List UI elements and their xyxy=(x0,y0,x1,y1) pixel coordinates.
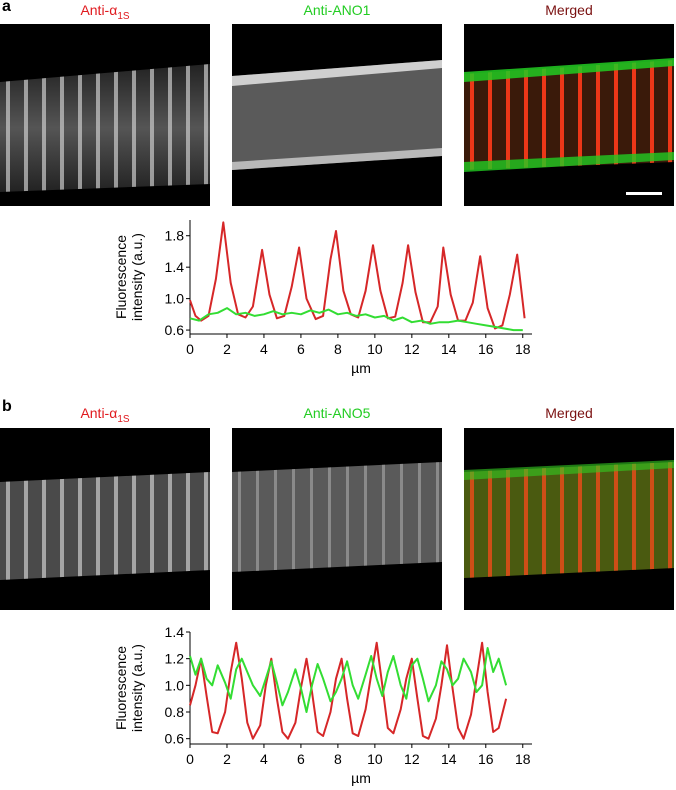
x-tick-label: 18 xyxy=(515,751,531,767)
alpha-prefix: Anti-α xyxy=(80,405,118,421)
y-tick-label: 1.2 xyxy=(165,651,185,667)
y-tick-label: 0.6 xyxy=(165,322,185,338)
y-tick-label: 1.0 xyxy=(165,291,185,307)
alpha-subscript: 1S xyxy=(117,10,130,22)
x-tick-label: 10 xyxy=(367,341,383,357)
red-series-line xyxy=(189,641,508,740)
x-tick-label: 8 xyxy=(334,751,342,767)
micrograph-alpha1s-b xyxy=(0,428,210,610)
green-series-line xyxy=(189,307,523,332)
x-tick-label: 12 xyxy=(404,341,420,357)
x-tick-label: 16 xyxy=(478,751,494,767)
micrograph-ano1 xyxy=(232,24,442,206)
x-tick-label: 2 xyxy=(223,751,231,767)
micrograph-ano5-image xyxy=(232,428,442,610)
micrograph-alpha1s-a-image xyxy=(0,24,210,206)
alpha-subscript: 1S xyxy=(117,413,130,425)
x-tick-label: 6 xyxy=(297,751,305,767)
y-tick-label: 1.4 xyxy=(165,624,185,640)
y-axis-label: intensity (a.u.) xyxy=(129,233,145,321)
panel-label-b: b xyxy=(2,398,12,415)
title-anti-ano5: Anti-ANO5 xyxy=(303,405,371,421)
scale-bar xyxy=(626,192,662,195)
y-tick-label: 1.0 xyxy=(165,677,185,693)
x-tick-label: 0 xyxy=(186,341,194,357)
micrograph-ano1-image xyxy=(232,24,442,206)
micrograph-alpha1s-b-image xyxy=(0,428,210,610)
line-chart-a: 0.6 1.0 1.4 1.8 0 2 4 6 8 10 12 14 16 18 µm Fluorescenc… xyxy=(113,220,532,376)
y-axis-label: Fluorescence xyxy=(113,646,129,730)
y-tick-label: 0.8 xyxy=(165,704,185,720)
x-tick-label: 6 xyxy=(297,341,305,357)
red-series-line xyxy=(189,221,526,330)
alpha-prefix: Anti-α xyxy=(80,2,118,18)
y-axis-label: intensity (a.u.) xyxy=(129,644,145,732)
micrograph-alpha1s-a xyxy=(0,24,210,206)
x-tick-label: 0 xyxy=(186,751,194,767)
title-anti-alpha1s-a: Anti-α1S xyxy=(0,2,210,22)
x-tick-label: 14 xyxy=(441,341,457,357)
x-tick-label: 16 xyxy=(478,341,494,357)
micrograph-merged-b xyxy=(464,428,674,610)
title-anti-ano1: Anti-ANO1 xyxy=(303,2,371,18)
x-tick-label: 2 xyxy=(223,341,231,357)
x-tick-label: 4 xyxy=(260,341,268,357)
micrograph-merged-a-image xyxy=(464,24,674,206)
y-tick-label: 1.4 xyxy=(165,259,185,275)
micrograph-merged-a xyxy=(464,24,674,206)
title-merged-a: Merged xyxy=(545,2,593,18)
x-tick-label: 4 xyxy=(260,751,268,767)
x-tick-label: 12 xyxy=(404,751,420,767)
title-anti-alpha1s-b: Anti-α1S xyxy=(0,405,210,425)
y-tick-label: 1.8 xyxy=(165,228,185,244)
green-series-line xyxy=(189,647,508,713)
x-tick-label: 10 xyxy=(367,751,383,767)
y-tick-label: 0.6 xyxy=(165,731,185,747)
y-axis-label: Fluorescence xyxy=(113,235,129,319)
x-axis-label: µm xyxy=(351,360,371,376)
micrograph-merged-b-image xyxy=(464,428,674,610)
title-merged-b: Merged xyxy=(545,405,593,421)
x-tick-label: 8 xyxy=(334,341,342,357)
x-tick-label: 18 xyxy=(515,341,531,357)
x-tick-label: 14 xyxy=(441,751,457,767)
x-axis-label: µm xyxy=(351,770,371,786)
panel-label-a: a xyxy=(2,0,11,15)
micrograph-ano5 xyxy=(232,428,442,610)
